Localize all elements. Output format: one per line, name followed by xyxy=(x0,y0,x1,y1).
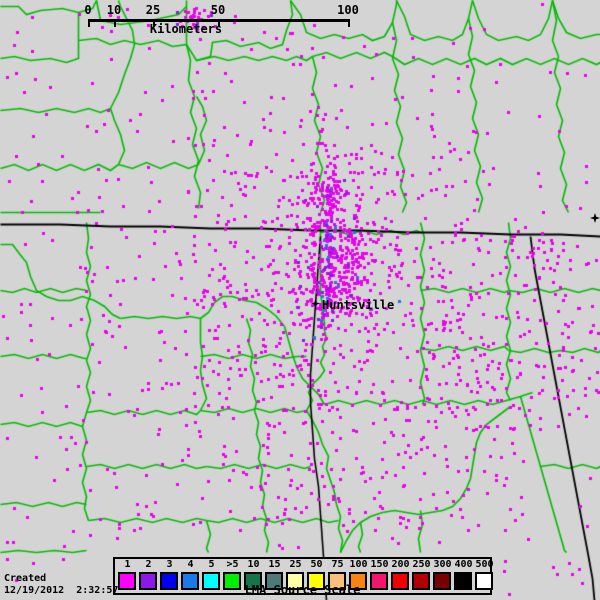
star-marker-icon xyxy=(311,299,320,308)
legend-color-swatch xyxy=(181,572,199,590)
legend-swatch-label: 50 xyxy=(310,559,323,570)
legend-swatch-label: 5 xyxy=(208,559,215,570)
legend-swatch-cell[interactable] xyxy=(138,571,158,591)
legend-swatch-cell[interactable] xyxy=(180,571,200,591)
legend-swatch-label: 10 xyxy=(247,559,260,570)
legend-swatch-label: 300 xyxy=(433,559,452,570)
legend-swatch-label: 400 xyxy=(454,559,473,570)
scale-bar-tick-label: 100 xyxy=(337,3,359,17)
city-label-huntsville: Huntsville xyxy=(322,298,395,312)
scale-bar-tick xyxy=(153,19,155,27)
diamond-marker-icon xyxy=(590,208,600,223)
legend-swatch-label: 250 xyxy=(412,559,431,570)
legend-swatch-cell[interactable] xyxy=(390,571,410,591)
legend-swatch-cell[interactable] xyxy=(264,571,284,591)
legend-color-swatch xyxy=(475,572,493,590)
scale-bar-tick-label: 10 xyxy=(106,3,122,17)
scale-bar-tick xyxy=(114,19,116,27)
legend-color-swatch xyxy=(328,572,346,590)
scale-bar-caption: Kilometers xyxy=(149,22,223,36)
legend-color-swatch xyxy=(265,572,283,590)
legend-swatch-label: 2 xyxy=(145,559,152,570)
legend-swatch-label: 1 xyxy=(124,559,131,570)
legend-color-swatch xyxy=(349,572,367,590)
legend-swatch-label: 3 xyxy=(166,559,173,570)
legend-color-swatches xyxy=(117,571,495,591)
legend-swatch-cell[interactable] xyxy=(285,571,305,591)
legend-swatch-label: 75 xyxy=(331,559,344,570)
legend-color-swatch xyxy=(454,572,472,590)
legend-value-labels: 1 2 3 4 5 >5 10 15 25 50 75 100 150 200 250 300 400 500 xyxy=(117,559,495,571)
legend-swatch-label: 200 xyxy=(391,559,410,570)
legend-color-swatch xyxy=(160,572,178,590)
legend-swatch-label: 15 xyxy=(268,559,281,570)
legend-swatch-cell[interactable] xyxy=(159,571,179,591)
legend-color-swatch xyxy=(244,572,262,590)
legend-swatch-cell[interactable] xyxy=(222,571,242,591)
lma-source-scale-legend: 1 2 3 4 5 >5 10 15 25 50 75 100 150 200 250 300 400 500 L… xyxy=(113,557,495,597)
legend-color-swatch xyxy=(412,572,430,590)
legend-color-swatch xyxy=(202,572,220,590)
created-timestamp: Created 12/19/2012 2:32:57 xyxy=(4,573,119,596)
legend-color-swatch xyxy=(307,572,325,590)
legend-swatch-cell[interactable] xyxy=(348,571,368,591)
legend-swatch-label: 500 xyxy=(475,559,494,570)
legend-title: LMA Source Scale xyxy=(244,583,361,597)
legend-swatch-label: 150 xyxy=(370,559,389,570)
legend-color-swatch xyxy=(433,572,451,590)
legend-color-swatch xyxy=(286,572,304,590)
legend-swatch-cell[interactable] xyxy=(411,571,431,591)
legend-swatch-cell[interactable] xyxy=(117,571,137,591)
scale-bar-tick-label: 25 xyxy=(145,3,161,17)
legend-color-swatch xyxy=(370,572,388,590)
legend-swatch-cell[interactable] xyxy=(432,571,452,591)
legend-color-swatch xyxy=(139,572,157,590)
legend-swatch-label: >5 xyxy=(226,559,239,570)
legend-color-swatch xyxy=(118,572,136,590)
legend-swatch-cell[interactable] xyxy=(306,571,326,591)
scale-bar-tick-label: 0 xyxy=(84,3,92,17)
legend-swatch-label: 100 xyxy=(349,559,368,570)
legend-swatch-cell[interactable] xyxy=(201,571,221,591)
scale-bar-tick-label: 50 xyxy=(210,3,226,17)
legend-swatch-cell[interactable] xyxy=(327,571,347,591)
distance-scale-bar: 0 10 25 50 100 xyxy=(84,3,359,30)
scale-bar-tick xyxy=(218,19,220,27)
legend-swatch-label: 25 xyxy=(289,559,302,570)
legend-swatch-label: 4 xyxy=(187,559,194,570)
legend-swatch-cell[interactable] xyxy=(453,571,473,591)
legend-color-swatch xyxy=(223,572,241,590)
legend-swatch-cell[interactable] xyxy=(474,571,494,591)
scale-bar-tick xyxy=(348,19,350,27)
legend-swatch-cell[interactable] xyxy=(369,571,389,591)
legend-swatch-cell[interactable] xyxy=(243,571,263,591)
legend-color-swatch xyxy=(391,572,409,590)
scale-bar-tick xyxy=(88,19,90,27)
